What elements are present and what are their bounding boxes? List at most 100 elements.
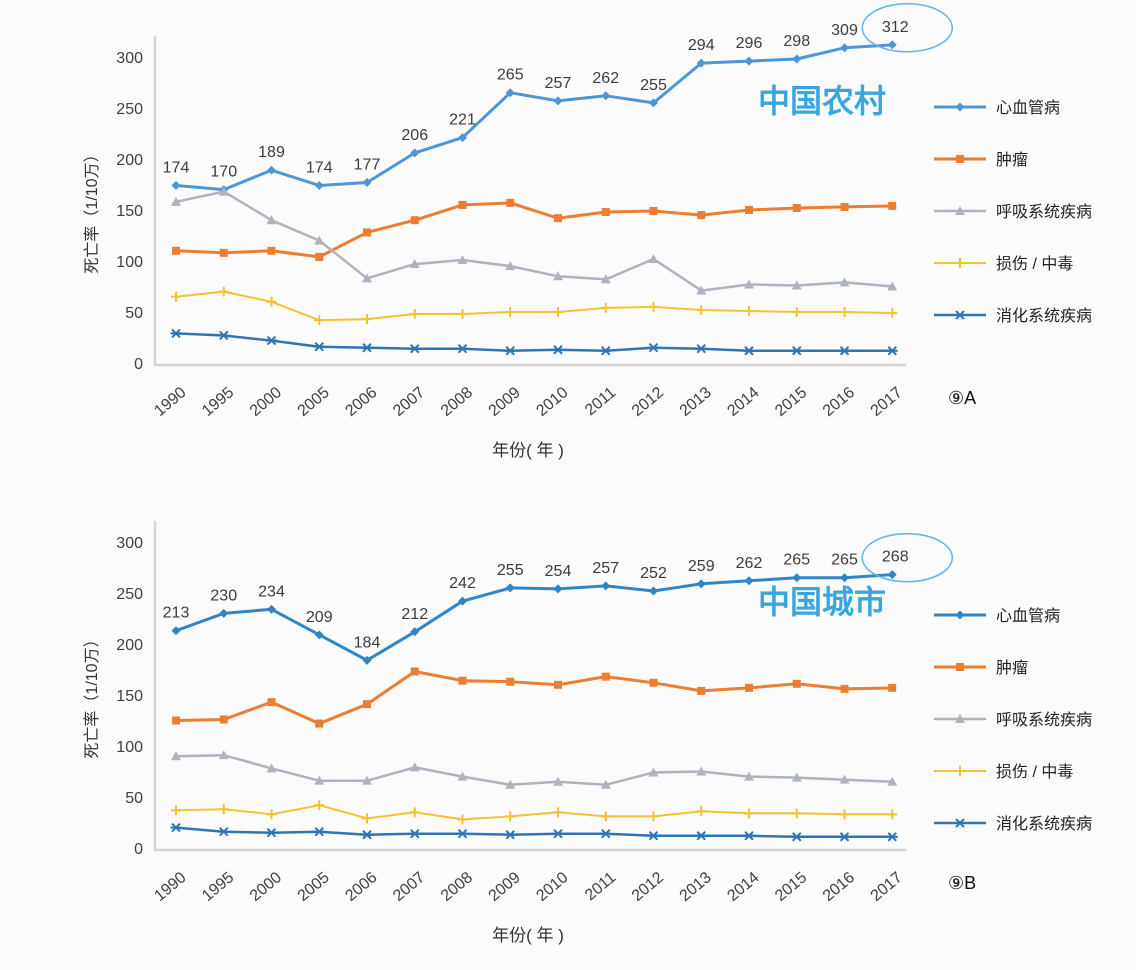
- series-cardiovascular: 174 170 189 174 177 206 221 265 257 262 255 294 296 2…: [163, 2, 954, 195]
- y-tick-label: 100: [116, 739, 143, 756]
- series-line-respiratory: [175, 190, 893, 292]
- highlight-ellipse: [861, 2, 954, 53]
- data-label: 265: [497, 67, 524, 84]
- y-axis-title: 死亡率（1/10万）: [83, 631, 101, 758]
- series-injury-poisoning: [171, 286, 898, 326]
- legend-label: 肿瘤: [996, 151, 1028, 169]
- legend-label: 损伤 / 中毒: [996, 763, 1073, 781]
- data-label: 254: [545, 563, 572, 580]
- legend-label: 呼吸系统疾病: [996, 203, 1092, 221]
- legend-item-respiratory: 呼吸系统疾病: [934, 711, 1092, 729]
- chart-title: 中国城市: [758, 584, 886, 620]
- data-label: 174: [163, 160, 190, 177]
- y-tick-label: 0: [134, 356, 143, 373]
- urban-mortality-line-chart: 0 50 100 150 200 250 300 1990 1995 2000 2005 2006 20…: [83, 521, 1092, 945]
- data-label: 184: [354, 634, 381, 651]
- legend-label: 消化系统疾病: [996, 815, 1092, 833]
- legend-label: 呼吸系统疾病: [996, 711, 1092, 729]
- x-axis-title: 年份( 年 ): [492, 441, 564, 460]
- series-digestive: [170, 822, 898, 842]
- data-label: 189: [258, 144, 285, 161]
- x-tick-label: 2000: [247, 869, 285, 905]
- data-label: 259: [688, 558, 715, 575]
- y-axis-title: 死亡率（1/10万）: [83, 146, 101, 273]
- data-label: 234: [258, 583, 285, 600]
- series-tumor: [172, 198, 897, 261]
- data-label: 262: [592, 70, 619, 87]
- series-line-injury-poisoning: [175, 290, 893, 322]
- data-label: 206: [401, 127, 428, 144]
- data-label: 265: [831, 552, 858, 569]
- x-tick-label: 2007: [390, 384, 428, 420]
- legend-item-tumor: 肿瘤: [934, 659, 1028, 677]
- data-label: 252: [640, 565, 667, 582]
- data-label: 230: [210, 587, 237, 604]
- y-tick-label: 200: [116, 637, 143, 654]
- x-tick-label: 2015: [772, 869, 810, 905]
- series-respiratory: [171, 186, 898, 295]
- x-tick-label: 1995: [199, 869, 237, 905]
- series-digestive: [170, 328, 898, 356]
- x-tick-label: 2011: [582, 384, 619, 419]
- series-cardiovascular: 213 230 234 209 184 212 242 255 254 257 252 259 262 2…: [163, 532, 954, 665]
- x-tick-label: 1995: [199, 384, 237, 420]
- series-line-digestive: [175, 826, 893, 839]
- legend-label: 肿瘤: [996, 659, 1028, 677]
- series-tumor: [172, 667, 897, 728]
- data-label: 209: [306, 609, 333, 626]
- data-label: 298: [783, 33, 810, 50]
- y-tick-label: 50: [125, 305, 143, 322]
- x-tick-label: 2000: [247, 384, 285, 420]
- legend-label: 心血管病: [996, 99, 1060, 117]
- data-label: 242: [449, 575, 476, 592]
- series-line-injury-poisoning: [175, 804, 893, 821]
- series-line-tumor: [175, 201, 893, 259]
- x-tick-label: 2010: [533, 384, 571, 420]
- data-label: 174: [306, 160, 333, 177]
- x-tick-label: 2014: [724, 384, 762, 420]
- data-label: 255: [640, 77, 667, 94]
- data-label: 177: [354, 156, 381, 173]
- data-label: 257: [592, 560, 619, 577]
- legend-label: 损伤 / 中毒: [996, 255, 1073, 273]
- series-line-digestive: [175, 332, 893, 353]
- rural-mortality-line-chart: 0 50 100 150 200 250 300 1990 1995 2000 2005 2006 20…: [83, 2, 1092, 460]
- x-axis-title: 年份( 年 ): [492, 926, 564, 945]
- y-tick-label: 100: [116, 254, 143, 271]
- data-label: 255: [497, 562, 524, 579]
- data-label: 257: [545, 75, 572, 92]
- data-label: 309: [831, 22, 858, 39]
- x-tick-label: 2005: [295, 384, 333, 420]
- y-tick-label: 200: [116, 152, 143, 169]
- legend-item-injury-poisoning: 损伤 / 中毒: [934, 255, 1073, 273]
- x-tick-label: 2007: [390, 869, 428, 905]
- x-tick-label: 2017: [868, 869, 906, 905]
- y-tick-label: 250: [116, 101, 143, 118]
- data-label: 268: [882, 549, 909, 566]
- data-label: 170: [210, 164, 237, 181]
- x-tick-label: 2011: [582, 869, 619, 904]
- legend-item-cardiovascular: 心血管病: [934, 99, 1060, 117]
- data-label: 312: [882, 19, 909, 36]
- data-label: 221: [449, 112, 476, 129]
- data-label: 262: [736, 555, 763, 572]
- data-label: 212: [401, 606, 428, 623]
- series-respiratory: [171, 750, 898, 789]
- legend-item-digestive: 消化系统疾病: [934, 815, 1092, 833]
- series-injury-poisoning: [171, 800, 898, 825]
- data-label: 213: [163, 605, 190, 622]
- x-tick-label: 2013: [677, 384, 715, 420]
- x-tick-label: 2009: [486, 384, 524, 420]
- data-label: 296: [736, 35, 763, 52]
- x-tick-label: 2014: [724, 869, 762, 905]
- x-tick-label: 2017: [868, 384, 906, 420]
- y-tick-label: 300: [116, 535, 143, 552]
- y-tick-label: 50: [125, 790, 143, 807]
- x-tick-label: 2006: [342, 384, 380, 420]
- chart-urban-china: 0 50 100 150 200 250 300 1990 1995 2000 2005 2006 20…: [0, 485, 1136, 970]
- x-tick-label: 2012: [629, 869, 667, 905]
- chart-rural-china: 0 50 100 150 200 250 300 1990 1995 2000 2005 2006 20…: [83, 2, 1092, 460]
- legend-item-injury-poisoning: 损伤 / 中毒: [934, 763, 1073, 781]
